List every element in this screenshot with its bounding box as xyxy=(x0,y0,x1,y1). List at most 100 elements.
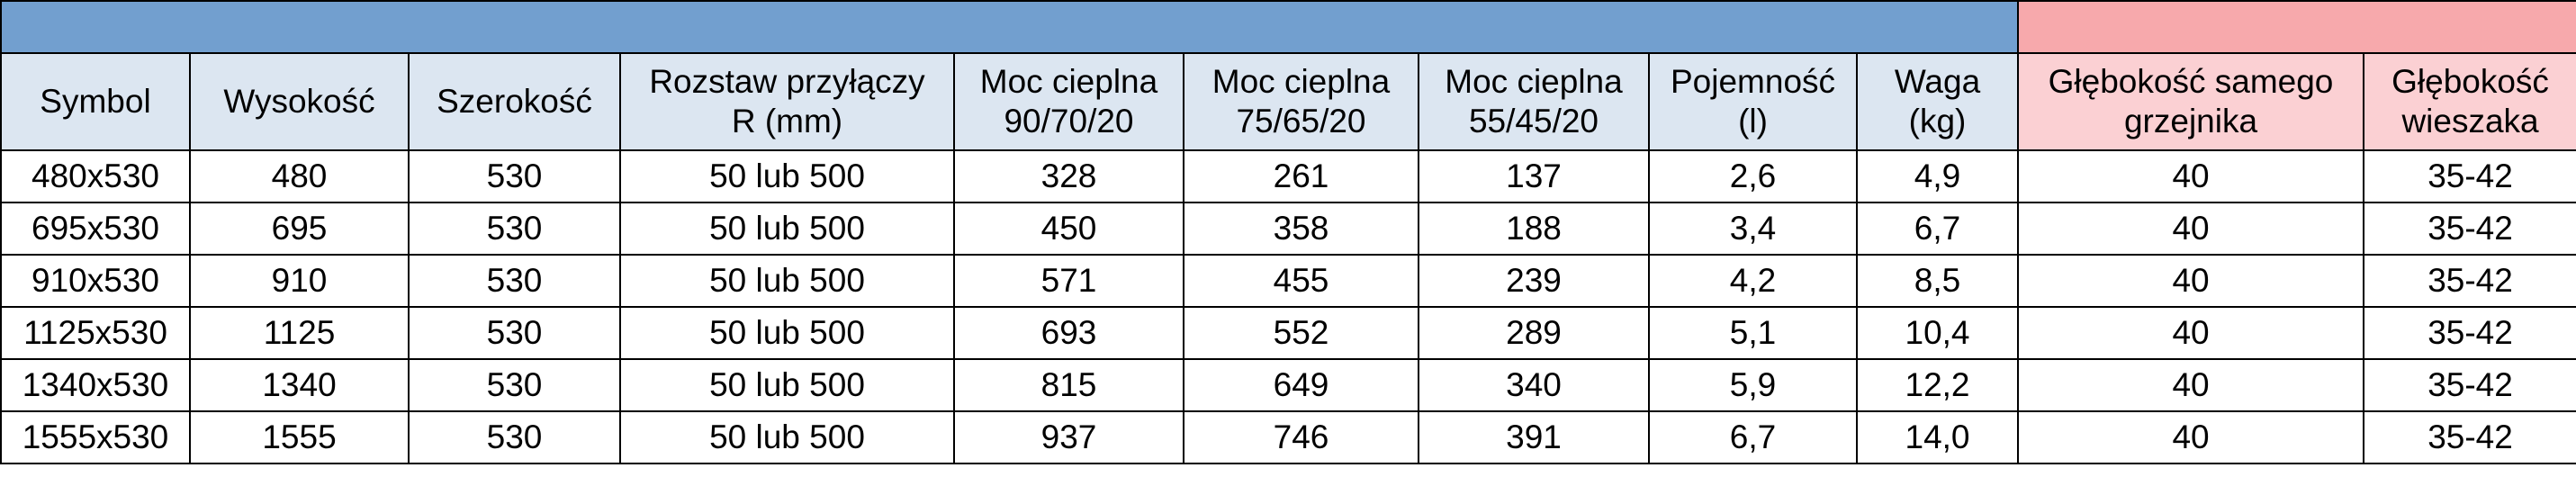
cell: 937 xyxy=(953,410,1184,464)
data-row: 695x530 695 530 50 lub 500 450 358 188 3,4 6,7 40… xyxy=(0,202,2576,256)
data-row: 1555x530 1555 530 50 lub 500 937 746 391 6,7 14,… xyxy=(0,410,2576,464)
spec-table: Symbol Wysokość Szerokość Rozstaw przyłączy… xyxy=(0,0,2576,464)
cell: 910 xyxy=(189,254,410,308)
cell: 552 xyxy=(1183,306,1419,360)
header-text: Moc cieplna xyxy=(979,63,1158,100)
header-cell: Głębokość wieszaka xyxy=(2363,52,2576,151)
cell: 40 xyxy=(2017,306,2365,360)
cell: 746 xyxy=(1183,410,1419,464)
header-text: Głębokość xyxy=(2391,63,2549,100)
header-cell: Moc cieplna 55/45/20 xyxy=(1418,52,1650,151)
cell: 35-42 xyxy=(2363,254,2576,308)
header-cell: Szerokość xyxy=(408,52,621,151)
cell: 40 xyxy=(2017,149,2365,203)
header-text: (kg) xyxy=(1908,103,1967,140)
header-text: grzejnika xyxy=(2123,103,2258,140)
cell: 40 xyxy=(2017,358,2365,412)
cell: 188 xyxy=(1418,202,1650,256)
blue-band xyxy=(0,0,2020,54)
cell: 4,2 xyxy=(1648,254,1858,308)
cell: 5,9 xyxy=(1648,358,1858,412)
header-text: Głębokość samego xyxy=(2048,63,2334,100)
header-text: 90/70/20 xyxy=(1004,103,1134,140)
cell: 4,9 xyxy=(1855,149,2020,203)
cell: 649 xyxy=(1183,358,1419,412)
header-cell: Moc cieplna 90/70/20 xyxy=(953,52,1184,151)
cell: 50 lub 500 xyxy=(619,410,955,464)
cell: 340 xyxy=(1418,358,1650,412)
cell: 530 xyxy=(408,410,621,464)
cell: 480x530 xyxy=(0,149,191,203)
data-row: 910x530 910 530 50 lub 500 571 455 239 4,2 8,5 40… xyxy=(0,254,2576,308)
cell: 1340x530 xyxy=(0,358,191,412)
header-text: Wysokość xyxy=(223,83,375,120)
header-cell: Waga (kg) xyxy=(1855,52,2020,151)
cell: 530 xyxy=(408,358,621,412)
cell: 6,7 xyxy=(1855,202,2020,256)
header-text: wieszaka xyxy=(2401,103,2539,140)
top-band xyxy=(0,0,2576,54)
cell: 40 xyxy=(2017,202,2365,256)
header-text: Symbol xyxy=(40,83,151,120)
pink-band xyxy=(2017,0,2576,54)
data-row: 480x530 480 530 50 lub 500 328 261 137 2,6 4,9 40… xyxy=(0,149,2576,203)
cell: 40 xyxy=(2017,410,2365,464)
header-cell: Pojemność (l) xyxy=(1648,52,1858,151)
cell: 8,5 xyxy=(1855,254,2020,308)
cell: 1555 xyxy=(189,410,410,464)
cell: 261 xyxy=(1183,149,1419,203)
header-cell: Rozstaw przyłączy R (mm) xyxy=(619,52,955,151)
header-text: Rozstaw przyłączy xyxy=(649,63,925,100)
cell: 3,4 xyxy=(1648,202,1858,256)
cell: 328 xyxy=(953,149,1184,203)
cell: 137 xyxy=(1418,149,1650,203)
cell: 239 xyxy=(1418,254,1650,308)
cell: 693 xyxy=(953,306,1184,360)
cell: 530 xyxy=(408,202,621,256)
cell: 5,1 xyxy=(1648,306,1858,360)
cell: 571 xyxy=(953,254,1184,308)
cell: 695 xyxy=(189,202,410,256)
header-text: 75/65/20 xyxy=(1236,103,1366,140)
cell: 358 xyxy=(1183,202,1419,256)
cell: 1125x530 xyxy=(0,306,191,360)
cell: 480 xyxy=(189,149,410,203)
header-row: Symbol Wysokość Szerokość Rozstaw przyłączy… xyxy=(0,52,2576,151)
header-cell: Symbol xyxy=(0,52,191,151)
data-row: 1125x530 1125 530 50 lub 500 693 552 289 5,1 10,… xyxy=(0,306,2576,360)
header-text: Pojemność xyxy=(1670,63,1836,100)
header-text: 55/45/20 xyxy=(1468,103,1599,140)
cell: 35-42 xyxy=(2363,202,2576,256)
header-cell: Moc cieplna 75/65/20 xyxy=(1183,52,1419,151)
cell: 910x530 xyxy=(0,254,191,308)
header-cell: Wysokość xyxy=(189,52,410,151)
cell: 14,0 xyxy=(1855,410,2020,464)
header-text: Szerokość xyxy=(437,83,592,120)
data-row: 1340x530 1340 530 50 lub 500 815 649 340 5,9 12,… xyxy=(0,358,2576,412)
cell: 50 lub 500 xyxy=(619,358,955,412)
cell: 10,4 xyxy=(1855,306,2020,360)
cell: 2,6 xyxy=(1648,149,1858,203)
cell: 40 xyxy=(2017,254,2365,308)
cell: 35-42 xyxy=(2363,358,2576,412)
cell: 530 xyxy=(408,254,621,308)
cell: 530 xyxy=(408,306,621,360)
cell: 455 xyxy=(1183,254,1419,308)
cell: 1340 xyxy=(189,358,410,412)
cell: 391 xyxy=(1418,410,1650,464)
header-cell: Głębokość samego grzejnika xyxy=(2017,52,2365,151)
cell: 1555x530 xyxy=(0,410,191,464)
cell: 6,7 xyxy=(1648,410,1858,464)
header-text: Moc cieplna xyxy=(1445,63,1623,100)
cell: 35-42 xyxy=(2363,149,2576,203)
cell: 289 xyxy=(1418,306,1650,360)
cell: 50 lub 500 xyxy=(619,202,955,256)
cell: 695x530 xyxy=(0,202,191,256)
header-text: Waga xyxy=(1894,63,1981,100)
cell: 530 xyxy=(408,149,621,203)
header-text: (l) xyxy=(1738,103,1768,140)
cell: 50 lub 500 xyxy=(619,149,955,203)
cell: 12,2 xyxy=(1855,358,2020,412)
cell: 1125 xyxy=(189,306,410,360)
